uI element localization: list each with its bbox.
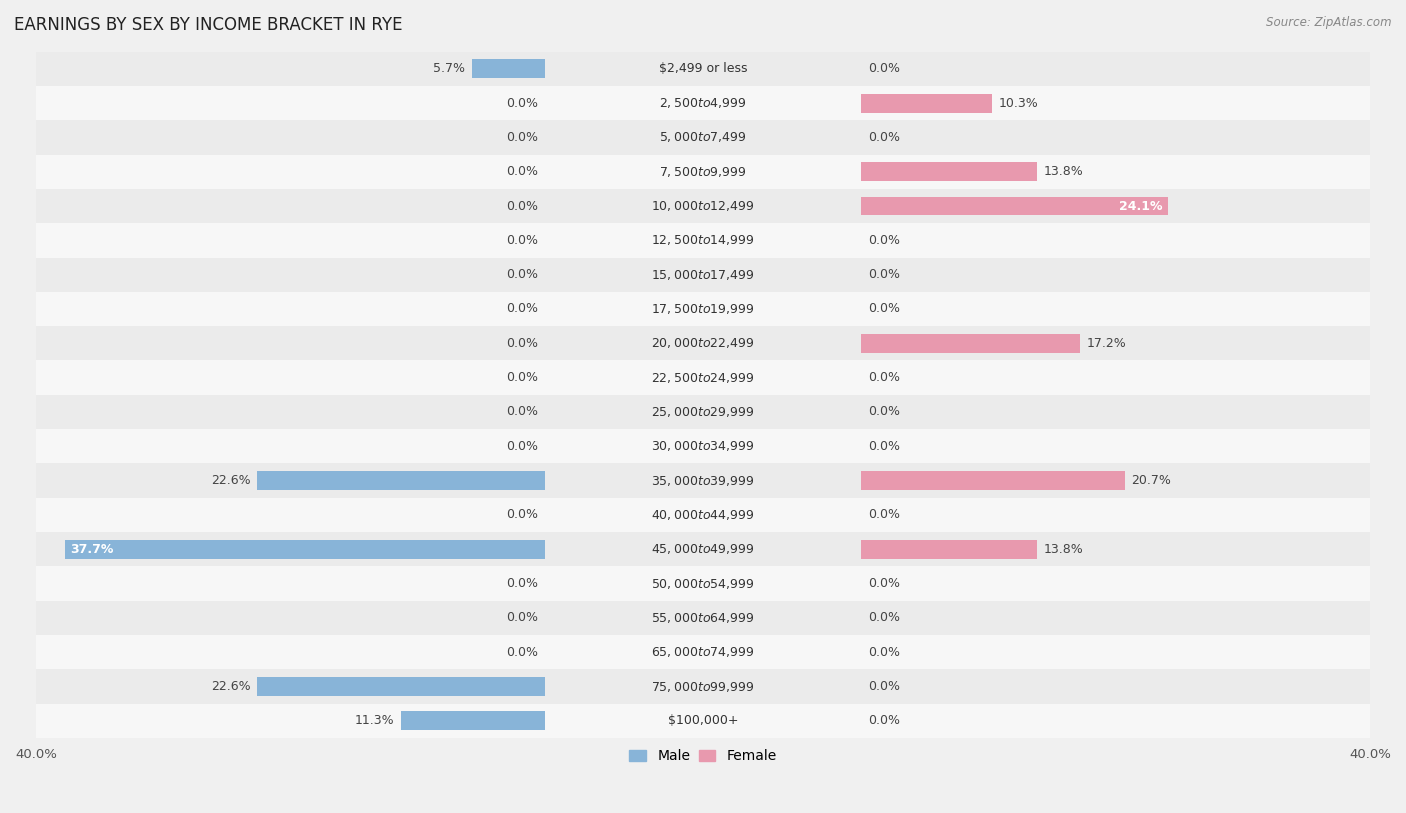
Text: 22.6%: 22.6% xyxy=(211,474,250,487)
Bar xyxy=(37,601,1369,635)
Text: Source: ZipAtlas.com: Source: ZipAtlas.com xyxy=(1267,16,1392,29)
Text: 20.7%: 20.7% xyxy=(1132,474,1171,487)
Text: $12,500 to $14,999: $12,500 to $14,999 xyxy=(651,233,755,247)
Text: 0.0%: 0.0% xyxy=(868,406,900,419)
Text: 0.0%: 0.0% xyxy=(868,440,900,453)
Bar xyxy=(862,93,993,112)
Text: $30,000 to $34,999: $30,000 to $34,999 xyxy=(651,439,755,454)
Text: $10,000 to $12,499: $10,000 to $12,499 xyxy=(651,199,755,213)
Bar xyxy=(862,197,1168,215)
Text: 0.0%: 0.0% xyxy=(506,508,538,521)
Text: 0.0%: 0.0% xyxy=(868,646,900,659)
Text: 5.7%: 5.7% xyxy=(433,63,465,76)
Text: $22,500 to $24,999: $22,500 to $24,999 xyxy=(651,371,755,385)
Legend: Male, Female: Male, Female xyxy=(624,744,782,769)
Bar xyxy=(401,711,544,730)
Bar xyxy=(862,334,1080,353)
Bar xyxy=(37,51,1369,86)
Bar xyxy=(257,677,544,696)
Text: 13.8%: 13.8% xyxy=(1043,165,1084,178)
Text: $50,000 to $54,999: $50,000 to $54,999 xyxy=(651,576,755,590)
Text: 0.0%: 0.0% xyxy=(868,611,900,624)
Text: $20,000 to $22,499: $20,000 to $22,499 xyxy=(651,337,755,350)
Text: 0.0%: 0.0% xyxy=(506,234,538,247)
Text: $40,000 to $44,999: $40,000 to $44,999 xyxy=(651,508,755,522)
Text: 0.0%: 0.0% xyxy=(868,371,900,384)
Text: $7,500 to $9,999: $7,500 to $9,999 xyxy=(659,165,747,179)
Bar xyxy=(472,59,544,78)
Text: 37.7%: 37.7% xyxy=(70,543,114,556)
Bar xyxy=(37,224,1369,258)
Bar xyxy=(37,498,1369,532)
Text: EARNINGS BY SEX BY INCOME BRACKET IN RYE: EARNINGS BY SEX BY INCOME BRACKET IN RYE xyxy=(14,16,402,34)
Bar xyxy=(65,540,544,559)
Text: 0.0%: 0.0% xyxy=(868,577,900,590)
Text: 11.3%: 11.3% xyxy=(354,715,394,728)
Text: $45,000 to $49,999: $45,000 to $49,999 xyxy=(651,542,755,556)
Bar xyxy=(257,472,544,490)
Text: $35,000 to $39,999: $35,000 to $39,999 xyxy=(651,474,755,488)
Bar xyxy=(37,86,1369,120)
Text: $17,500 to $19,999: $17,500 to $19,999 xyxy=(651,302,755,316)
Text: $100,000+: $100,000+ xyxy=(668,715,738,728)
Text: 0.0%: 0.0% xyxy=(506,97,538,110)
Bar xyxy=(37,463,1369,498)
Bar xyxy=(37,326,1369,360)
Text: 0.0%: 0.0% xyxy=(506,406,538,419)
Bar xyxy=(37,429,1369,463)
Text: 0.0%: 0.0% xyxy=(868,268,900,281)
Text: 0.0%: 0.0% xyxy=(506,302,538,315)
Bar xyxy=(37,292,1369,326)
Text: 0.0%: 0.0% xyxy=(506,199,538,212)
Text: $2,500 to $4,999: $2,500 to $4,999 xyxy=(659,96,747,110)
Text: 17.2%: 17.2% xyxy=(1087,337,1126,350)
Text: 13.8%: 13.8% xyxy=(1043,543,1084,556)
Text: $55,000 to $64,999: $55,000 to $64,999 xyxy=(651,611,755,625)
Bar xyxy=(37,154,1369,189)
Bar xyxy=(37,189,1369,224)
Text: 0.0%: 0.0% xyxy=(506,440,538,453)
Bar xyxy=(37,567,1369,601)
Text: 0.0%: 0.0% xyxy=(868,63,900,76)
Text: 0.0%: 0.0% xyxy=(868,680,900,693)
Bar xyxy=(862,472,1125,490)
Text: 0.0%: 0.0% xyxy=(506,165,538,178)
Bar xyxy=(37,360,1369,395)
Text: 0.0%: 0.0% xyxy=(868,715,900,728)
Bar xyxy=(37,395,1369,429)
Text: $15,000 to $17,499: $15,000 to $17,499 xyxy=(651,267,755,281)
Text: 0.0%: 0.0% xyxy=(506,131,538,144)
Text: $5,000 to $7,499: $5,000 to $7,499 xyxy=(659,130,747,145)
Bar xyxy=(37,532,1369,567)
Text: 0.0%: 0.0% xyxy=(506,371,538,384)
Bar xyxy=(37,635,1369,669)
Text: 0.0%: 0.0% xyxy=(868,234,900,247)
Bar xyxy=(37,120,1369,154)
Text: 0.0%: 0.0% xyxy=(506,577,538,590)
Text: 0.0%: 0.0% xyxy=(868,302,900,315)
Bar xyxy=(37,669,1369,704)
Text: 24.1%: 24.1% xyxy=(1119,199,1163,212)
Bar xyxy=(37,258,1369,292)
Bar xyxy=(37,704,1369,738)
Text: 0.0%: 0.0% xyxy=(868,508,900,521)
Text: $2,499 or less: $2,499 or less xyxy=(659,63,747,76)
Text: $25,000 to $29,999: $25,000 to $29,999 xyxy=(651,405,755,419)
Text: 0.0%: 0.0% xyxy=(868,131,900,144)
Bar xyxy=(862,163,1036,181)
Text: 0.0%: 0.0% xyxy=(506,611,538,624)
Text: 10.3%: 10.3% xyxy=(1000,97,1039,110)
Text: 0.0%: 0.0% xyxy=(506,268,538,281)
Text: $65,000 to $74,999: $65,000 to $74,999 xyxy=(651,646,755,659)
Text: 0.0%: 0.0% xyxy=(506,646,538,659)
Text: 22.6%: 22.6% xyxy=(211,680,250,693)
Bar xyxy=(862,540,1036,559)
Text: 0.0%: 0.0% xyxy=(506,337,538,350)
Text: $75,000 to $99,999: $75,000 to $99,999 xyxy=(651,680,755,693)
